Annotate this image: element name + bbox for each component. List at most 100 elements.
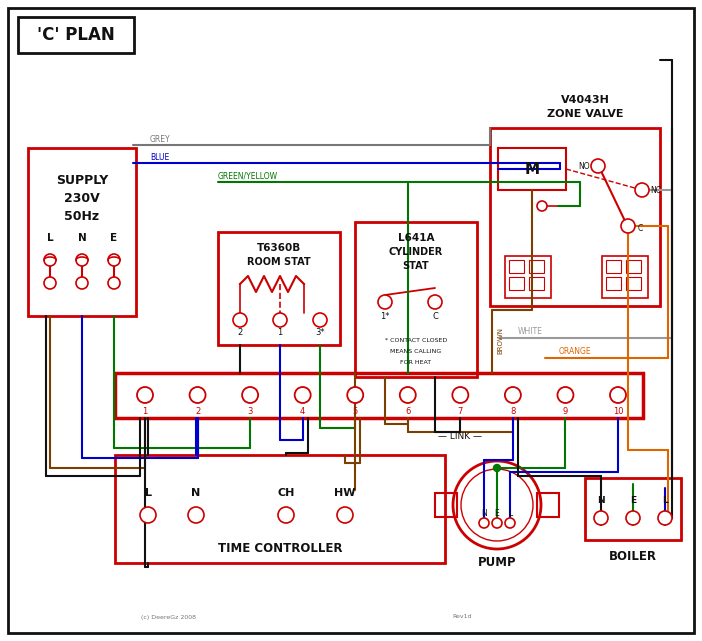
Bar [18,17,134,53]
Circle shape [337,507,353,523]
Text: C: C [637,224,642,233]
Bar [435,493,457,517]
Text: N: N [78,233,86,243]
Text: WHITE: WHITE [517,326,543,335]
Text: 5: 5 [352,406,358,415]
Text: V4043H: V4043H [561,95,609,105]
Bar [537,493,559,517]
Text: 6: 6 [405,406,411,415]
Text: Rev1d: Rev1d [452,615,472,619]
Text: BLUE: BLUE [150,153,170,162]
Circle shape [76,277,88,289]
Circle shape [108,254,120,266]
Text: NC: NC [651,185,661,194]
Circle shape [557,387,574,403]
Text: C: C [432,312,438,320]
Bar [355,222,477,377]
Text: FOR HEAT: FOR HEAT [400,360,432,365]
Bar [509,277,524,290]
Circle shape [278,507,294,523]
Circle shape [610,387,626,403]
Text: MEANS CALLING: MEANS CALLING [390,349,442,353]
Text: 'C' PLAN: 'C' PLAN [37,26,115,44]
Text: 2: 2 [195,406,200,415]
Text: 1: 1 [277,328,283,337]
Circle shape [537,201,547,211]
Text: SUPPLY: SUPPLY [56,174,108,187]
Bar [606,277,621,290]
Circle shape [347,387,363,403]
Circle shape [479,518,489,528]
Circle shape [313,313,327,327]
Circle shape [140,507,156,523]
Bar [218,232,340,345]
Bar [606,260,621,273]
Circle shape [494,465,501,472]
Circle shape [591,159,605,173]
Text: ORANGE: ORANGE [559,347,591,356]
Text: N: N [192,488,201,498]
Text: 3*: 3* [315,328,325,337]
Text: CYLINDER: CYLINDER [389,247,443,257]
Circle shape [452,387,468,403]
Text: PUMP: PUMP [477,556,516,569]
Bar [115,455,445,563]
Text: L: L [662,495,668,504]
Text: STAT: STAT [403,261,430,271]
Text: L: L [47,233,53,243]
Text: 1: 1 [143,406,147,415]
Circle shape [76,254,88,266]
Text: 10: 10 [613,406,623,415]
Text: 4: 4 [300,406,305,415]
Text: BROWN: BROWN [497,326,503,353]
Circle shape [399,387,416,403]
Text: N: N [481,508,487,517]
Text: HW: HW [334,488,356,498]
Circle shape [428,295,442,309]
Circle shape [378,295,392,309]
Bar [505,256,551,298]
Circle shape [273,313,287,327]
Text: TIME CONTROLLER: TIME CONTROLLER [218,542,343,556]
Text: ROOM STAT: ROOM STAT [247,257,311,267]
Text: L: L [508,508,512,517]
Text: ZONE VALVE: ZONE VALVE [547,109,623,119]
Circle shape [505,387,521,403]
Text: 1*: 1* [380,312,390,320]
Text: 230V: 230V [64,192,100,204]
Bar [490,128,660,306]
Circle shape [594,511,608,525]
Text: 9: 9 [563,406,568,415]
Circle shape [621,219,635,233]
Text: (c) DeereGz 2008: (c) DeereGz 2008 [140,615,195,619]
Circle shape [658,511,672,525]
Circle shape [188,507,204,523]
Text: E: E [110,233,117,243]
Circle shape [137,387,153,403]
Text: L: L [145,488,152,498]
Text: 3: 3 [247,406,253,415]
Text: 7: 7 [458,406,463,415]
Bar [529,277,544,290]
Bar [529,260,544,273]
Text: 2: 2 [237,328,243,337]
Text: N: N [597,495,605,504]
Text: E: E [495,508,499,517]
Bar [115,373,643,418]
Circle shape [108,277,120,289]
Circle shape [44,254,56,266]
Text: E: E [630,495,636,504]
Text: NO: NO [578,162,590,171]
Circle shape [233,313,247,327]
Bar [28,148,136,316]
Bar [585,478,681,540]
Circle shape [505,518,515,528]
Bar [626,260,641,273]
Bar [626,277,641,290]
Text: CH: CH [277,488,295,498]
Text: * CONTACT CLOSED: * CONTACT CLOSED [385,338,447,342]
Bar [509,260,524,273]
Text: GREEN/YELLOW: GREEN/YELLOW [218,172,278,181]
Text: L641A: L641A [398,233,435,243]
Circle shape [44,277,56,289]
